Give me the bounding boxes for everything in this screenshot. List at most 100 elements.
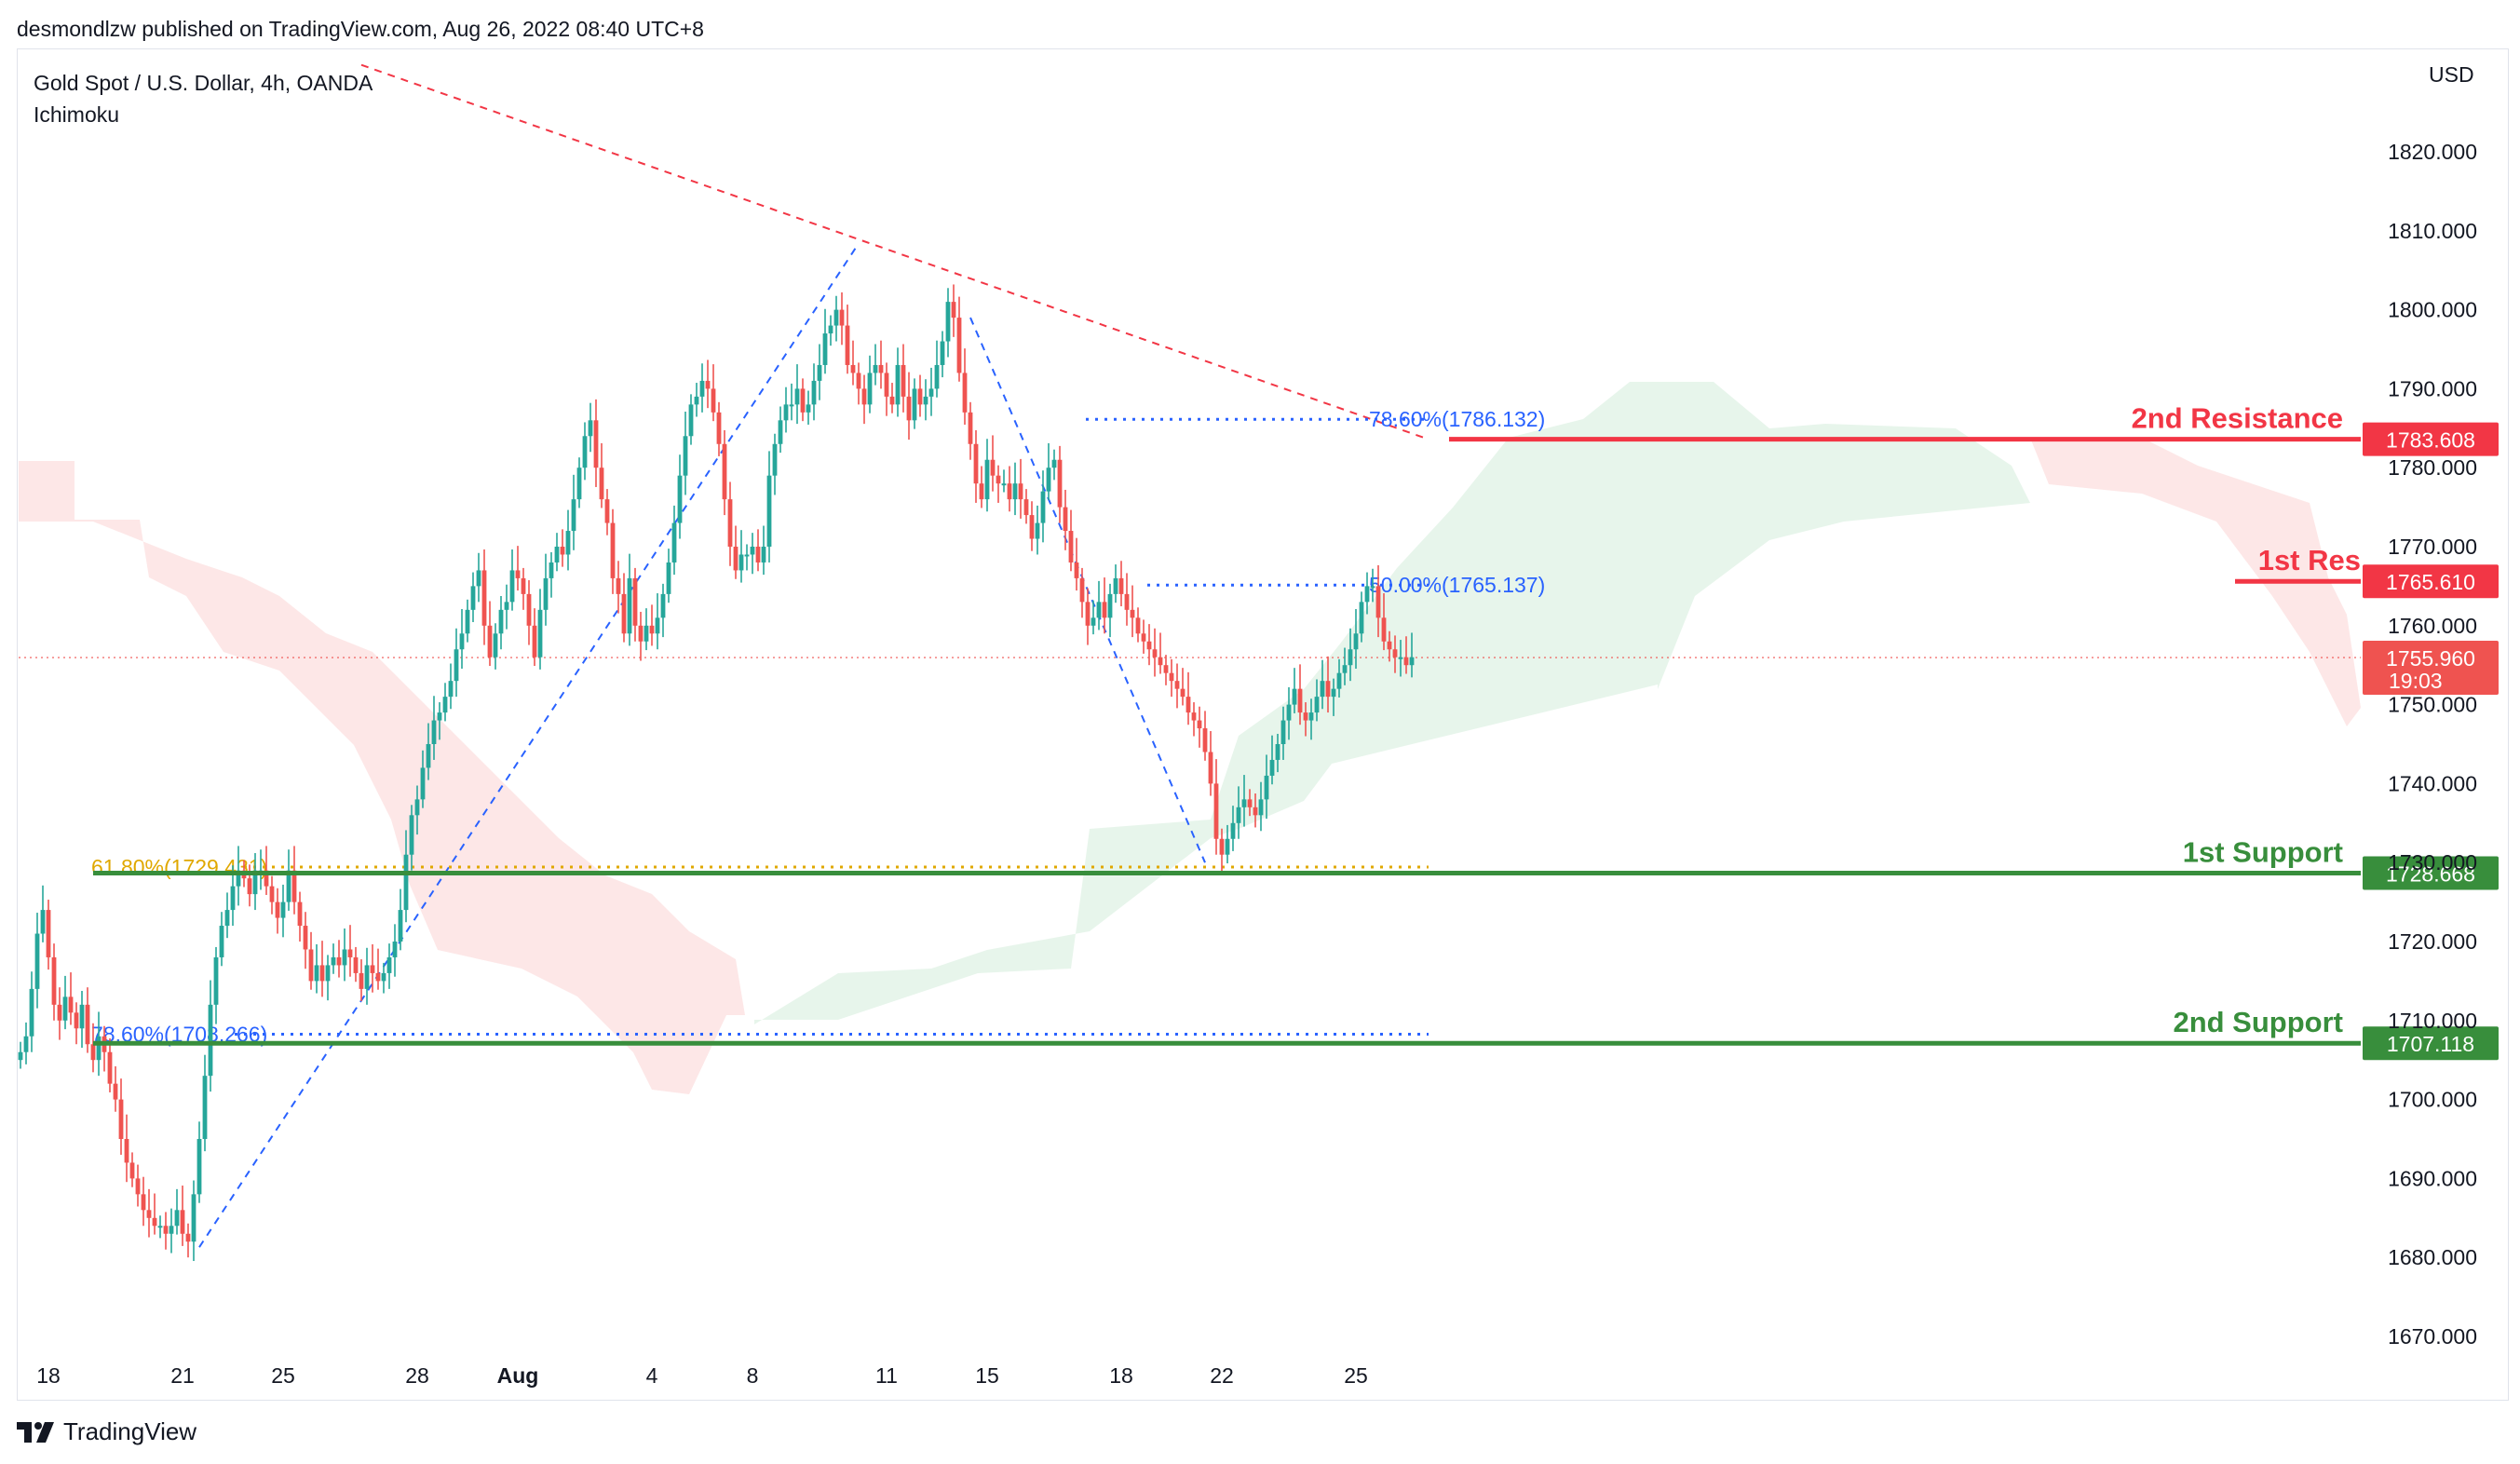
candle-body[interactable] [688, 404, 694, 437]
candle-body[interactable] [1007, 483, 1012, 500]
candle-body[interactable] [481, 570, 487, 626]
candle-body[interactable] [141, 1194, 146, 1211]
candle-body[interactable] [526, 593, 532, 626]
candle-body[interactable] [1018, 483, 1023, 500]
candle-body[interactable] [778, 420, 783, 444]
candle-body[interactable] [649, 625, 655, 634]
candle-body[interactable] [1180, 688, 1185, 698]
candle-body[interactable] [1325, 681, 1331, 698]
candle-body[interactable] [230, 886, 236, 911]
candle-body[interactable] [465, 609, 470, 634]
candle-body[interactable] [750, 547, 755, 555]
candle-body[interactable] [1135, 617, 1141, 634]
candle-body[interactable] [146, 1210, 152, 1218]
candle-body[interactable] [1264, 775, 1269, 800]
candle-body[interactable] [1241, 799, 1247, 807]
candle-body[interactable] [722, 443, 727, 500]
candle-body[interactable] [90, 1044, 96, 1061]
candle-body[interactable] [928, 388, 934, 397]
candle-body[interactable] [398, 910, 403, 942]
candle-body[interactable] [1130, 609, 1135, 618]
candle-body[interactable] [1085, 602, 1091, 626]
candle-body[interactable] [968, 412, 973, 444]
candle-body[interactable] [1258, 799, 1264, 816]
candle-body[interactable] [956, 318, 962, 373]
candle-body[interactable] [705, 380, 711, 389]
candle-body[interactable] [1197, 720, 1202, 729]
candle-body[interactable] [627, 577, 632, 634]
candle-body[interactable] [1292, 688, 1297, 705]
candle-body[interactable] [889, 396, 895, 405]
candle-body[interactable] [1158, 657, 1163, 666]
candle-body[interactable] [275, 901, 280, 918]
candle-body[interactable] [269, 886, 275, 902]
candle-body[interactable] [509, 570, 515, 603]
candle-body[interactable] [1046, 468, 1051, 492]
candle-body[interactable] [1225, 838, 1230, 855]
candle-body[interactable] [18, 1051, 23, 1061]
candle-body[interactable] [1113, 577, 1118, 594]
candle-body[interactable] [666, 562, 671, 594]
candle-body[interactable] [129, 1162, 135, 1179]
candle-body[interactable] [671, 522, 677, 563]
candle-body[interactable] [951, 302, 956, 319]
candle-body[interactable] [515, 570, 521, 578]
candle-body[interactable] [1068, 531, 1074, 563]
candle-body[interactable] [1102, 602, 1107, 618]
candle-body[interactable] [811, 380, 817, 405]
candle-body[interactable] [113, 1083, 118, 1100]
candle-body[interactable] [1275, 744, 1280, 760]
candle-body[interactable] [711, 388, 716, 413]
candle-body[interactable] [342, 949, 347, 966]
candle-body[interactable] [208, 1004, 213, 1077]
candle-body[interactable] [1403, 657, 1409, 666]
candle-body[interactable] [336, 956, 342, 966]
candle-body[interactable] [822, 333, 828, 365]
candle-body[interactable] [1091, 617, 1096, 626]
candle-body[interactable] [1331, 688, 1336, 698]
candle-body[interactable] [1208, 752, 1213, 784]
candle-body[interactable] [537, 609, 543, 657]
candle-body[interactable] [906, 396, 912, 421]
candle-body[interactable] [74, 1012, 79, 1029]
candle-body[interactable] [180, 1210, 185, 1234]
candle-body[interactable] [683, 436, 688, 476]
candle-body[interactable] [431, 720, 437, 744]
candle-body[interactable] [979, 483, 984, 500]
candle-body[interactable] [62, 996, 68, 1021]
candle-body[interactable] [185, 1233, 191, 1242]
candle-body[interactable] [124, 1139, 129, 1163]
candle-body[interactable] [454, 649, 459, 682]
candle-body[interactable] [1314, 697, 1320, 713]
candle-body[interactable] [1063, 507, 1068, 532]
candle-body[interactable] [610, 522, 616, 578]
candle-body[interactable] [504, 602, 509, 610]
candle-body[interactable] [1023, 499, 1029, 516]
candle-body[interactable] [409, 815, 414, 855]
candle-body[interactable] [1370, 586, 1375, 589]
candle-body[interactable] [761, 547, 766, 563]
candle-body[interactable] [264, 870, 269, 887]
candle-body[interactable] [1040, 491, 1046, 523]
candle-body[interactable] [1219, 838, 1225, 855]
candle-body[interactable] [392, 942, 398, 957]
candle-body[interactable] [487, 625, 493, 657]
candle-body[interactable] [990, 459, 996, 476]
candle-body[interactable] [319, 965, 325, 982]
candle-body[interactable] [1174, 681, 1180, 689]
candle-body[interactable] [839, 309, 845, 326]
candle-body[interactable] [135, 1178, 141, 1195]
candle-body[interactable] [806, 404, 811, 413]
candle-body[interactable] [224, 910, 230, 927]
candle-body[interactable] [727, 499, 733, 547]
candle-body[interactable] [1353, 633, 1359, 650]
candle-body[interactable] [96, 1036, 102, 1061]
candle-body[interactable] [1202, 728, 1208, 752]
candle-body[interactable] [1398, 657, 1403, 659]
candle-body[interactable] [29, 988, 34, 1037]
candle-body[interactable] [57, 1004, 62, 1021]
candle-body[interactable] [912, 388, 917, 421]
candle-body[interactable] [51, 956, 57, 1005]
candle-body[interactable] [699, 380, 705, 397]
candle-body[interactable] [984, 459, 990, 500]
